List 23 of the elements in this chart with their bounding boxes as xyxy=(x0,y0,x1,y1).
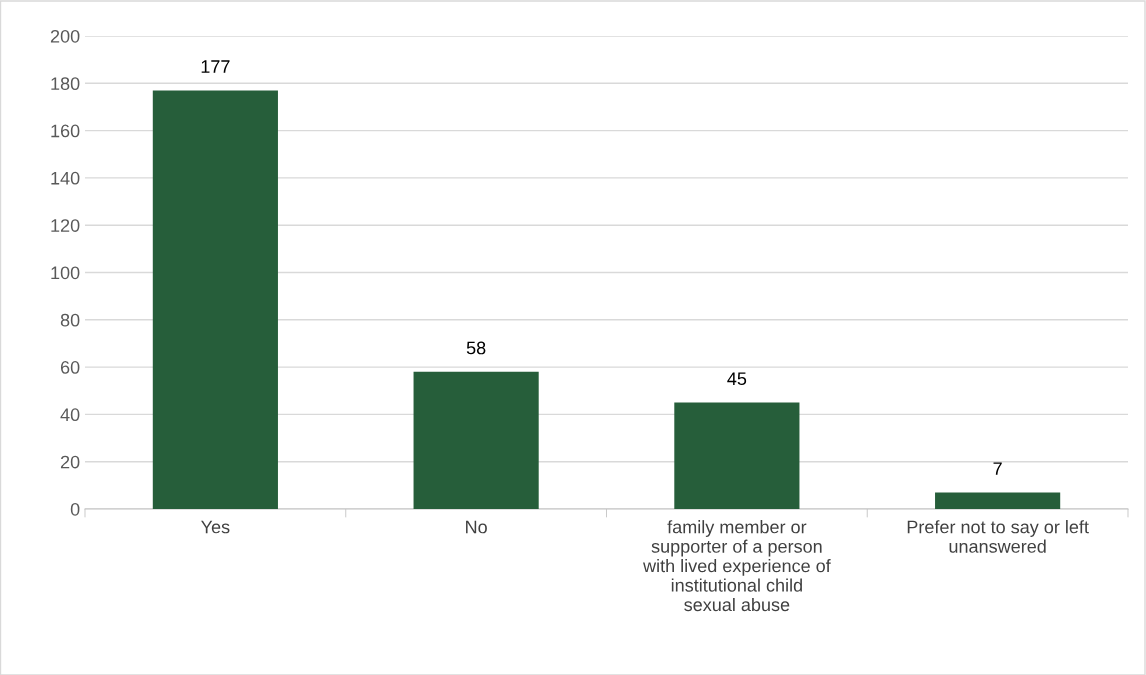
y-tick-label: 20 xyxy=(60,455,80,469)
y-tick-label: 0 xyxy=(70,502,80,516)
data-label: 45 xyxy=(727,372,747,386)
y-tick-label: 60 xyxy=(60,361,80,374)
data-label: 177 xyxy=(201,60,230,73)
bar xyxy=(935,492,1061,509)
bar xyxy=(674,402,800,509)
y-tick-label: 80 xyxy=(60,313,80,327)
x-tick-label: Prefer not to say or left unanswered xyxy=(907,520,1089,553)
y-tick-label: 160 xyxy=(51,124,80,138)
data-label: 58 xyxy=(466,341,486,355)
y-tick-label: 40 xyxy=(60,408,80,422)
x-tick-label: No xyxy=(466,520,487,534)
y-tick-label: 200 xyxy=(50,29,80,43)
y-tick-label: 100 xyxy=(51,266,80,280)
y-tick-label: 120 xyxy=(51,219,80,232)
y-tick-label: 140 xyxy=(51,171,80,185)
x-tick-label: Yes xyxy=(201,520,230,534)
bar xyxy=(413,371,539,509)
data-label: 7 xyxy=(993,462,1002,475)
bar xyxy=(152,90,278,509)
x-tick-label: family member or supporter of a person with lived experience of institutional child sexual abuse xyxy=(643,520,831,612)
y-tick-label: 180 xyxy=(51,77,80,91)
